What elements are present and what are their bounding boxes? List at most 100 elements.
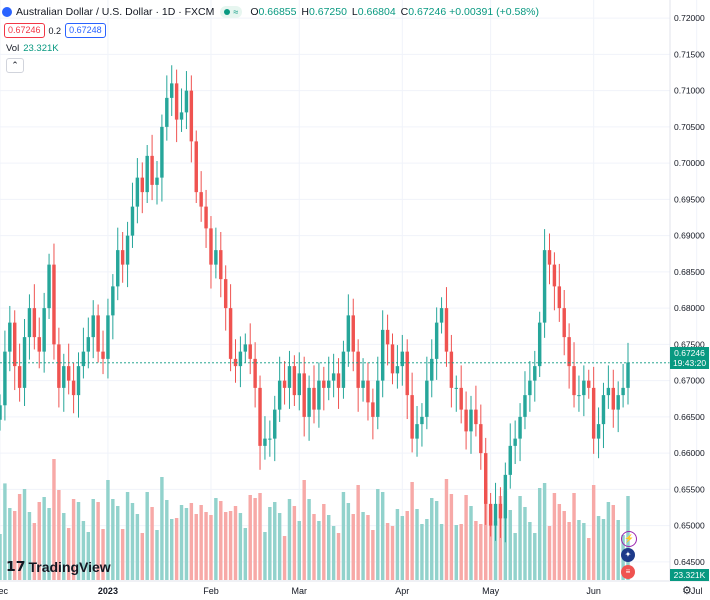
open-value: 0.66855 [258,6,297,18]
candle-body [513,438,517,446]
candle-body [282,380,287,388]
candle-body [111,286,115,316]
candle-body [248,344,252,359]
lightning-icon[interactable]: ⚡ [621,531,637,547]
candle-body [86,337,91,352]
volume-bar [346,503,351,580]
candle-body [91,315,95,338]
volume-bar [533,533,537,580]
candle-body [439,308,444,323]
candle-body [140,177,144,193]
volume-bar [282,536,287,580]
candle-body [160,126,164,178]
sell-button[interactable]: 0.67246 [4,23,45,38]
x-tick-label: Dec [0,586,8,596]
candle-body [194,141,198,193]
symbol-title[interactable]: Australian Dollar / U.S. Dollar · 1D · F… [16,6,215,18]
y-tick-label: 0.65000 [674,521,705,531]
volume-bar [106,480,110,580]
candle-body [81,351,86,367]
candle-body [508,445,512,475]
candle-body [474,409,478,425]
candle-body [37,337,41,352]
au-flag-icon[interactable]: ✦ [621,548,635,562]
y-tick-label: 0.67500 [674,339,705,349]
time-axis: Dec2023FebMarAprMayJunJul24 [0,586,702,596]
candle-body [96,315,100,352]
volume-bar [361,512,365,580]
volume-bar [120,529,125,580]
candle-body [488,503,493,526]
volume-bar [160,477,164,580]
high-value: 0.67250 [309,6,347,18]
y-tick-label: 0.66500 [674,412,705,422]
candle-body [71,380,76,396]
candle-body [209,228,213,265]
volume-bar [174,518,179,580]
tradingview-logo[interactable]: 𝟭𝟳 TradingView [6,558,111,575]
candle-body [577,395,581,397]
candle-body [27,308,32,338]
volume-bar [425,519,429,580]
candle-body [459,387,463,410]
candle-body [380,329,385,381]
candle-body [223,279,228,309]
volume-bar [263,532,267,580]
candle-body [405,351,409,396]
candle-body [616,395,620,410]
candle-body [484,453,488,504]
candle-body [587,380,591,388]
bar-countdown: 19:43:20 [672,358,707,368]
candle-body [371,402,375,417]
candle-body [263,438,267,446]
market-status-pill[interactable]: ≈ [220,6,243,18]
candle-body [287,366,292,388]
buy-button[interactable]: 0.67248 [65,23,106,38]
y-tick-label: 0.68000 [674,303,705,313]
candle-body [135,177,140,207]
volume-bar [498,496,503,580]
candle-body [277,380,282,410]
candle-body [336,373,341,388]
low-value: 0.66804 [357,6,396,18]
candle-body [322,380,326,388]
gear-icon[interactable]: ⚙ [682,585,692,597]
volume-bar [37,502,41,580]
grid [0,0,698,580]
candle-body [400,351,405,367]
volume-bar [587,538,591,580]
collapse-legend-button[interactable]: ⌃ [6,58,24,73]
volume-bar [209,515,213,580]
x-tick-label: 2023 [98,586,118,596]
candle-body [145,155,149,193]
volume-bar [170,519,174,580]
volume-bar [488,510,493,580]
candle-body [434,322,439,359]
volume-bar [0,534,2,580]
volume-bar [572,493,576,580]
y-tick-label: 0.66000 [674,448,705,458]
candle-body [174,83,179,120]
x-tick-label: May [482,586,500,596]
chevron-up-icon: ⌃ [11,60,19,70]
candle-body [356,351,360,388]
candle-body [0,405,2,420]
candle-body [464,409,468,432]
y-tick-label: 0.70500 [674,122,705,132]
us-flag-icon[interactable]: ≡ [621,565,635,579]
volume-bar [542,483,547,580]
volume-bar [66,528,71,580]
x-tick-label: Feb [203,586,219,596]
volume-bar [331,526,336,580]
volume-bar [552,493,557,580]
market-open-dot-icon [224,9,231,15]
volume-bar [47,508,51,580]
candle-body [572,366,576,396]
candle-body [292,366,297,396]
volume-bar [312,514,316,580]
volume-bar [130,503,135,580]
y-tick-label: 0.71500 [674,49,705,59]
volume-bar [376,489,380,580]
volume-bar [277,513,282,580]
